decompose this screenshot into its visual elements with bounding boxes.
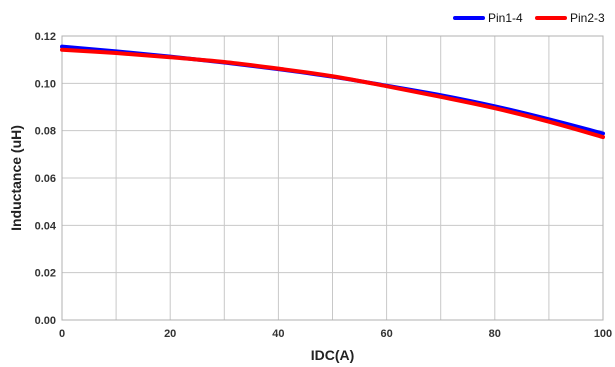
y-tick-label: 0.04 — [35, 220, 57, 232]
legend: Pin1-4 Pin2-3 — [453, 11, 605, 25]
y-tick-label: 0.12 — [35, 31, 56, 43]
y-tick-label: 0.08 — [35, 126, 56, 138]
x-tick-label: 40 — [272, 328, 284, 340]
x-tick-label: 100 — [594, 328, 612, 340]
x-tick-label: 20 — [164, 328, 176, 340]
x-axis-title: IDC(A) — [311, 347, 355, 363]
plot-border — [61, 35, 604, 321]
grid-lines — [62, 36, 603, 320]
x-tick-label: 60 — [380, 328, 392, 340]
series-line-pin2-3 — [60, 47, 605, 140]
x-axis-ticks: 0 20 40 60 80 100 — [59, 328, 612, 340]
plot-frame — [61, 35, 604, 321]
y-tick-label: 0.02 — [35, 268, 56, 280]
y-tick-label: 0.06 — [35, 173, 56, 185]
legend-label-pin1-4: Pin1-4 — [488, 11, 523, 25]
x-tick-label: 80 — [489, 328, 501, 340]
series-layer — [60, 44, 605, 140]
y-axis-title: Inductance (uH) — [8, 125, 24, 231]
x-tick-label: 0 — [59, 328, 65, 340]
legend-label-pin2-3: Pin2-3 — [570, 11, 605, 25]
y-tick-label: 0.00 — [35, 315, 56, 327]
y-axis-ticks: 0.00 0.02 0.04 0.06 0.08 0.10 0.12 — [35, 31, 57, 327]
y-tick-label: 0.10 — [35, 78, 56, 90]
